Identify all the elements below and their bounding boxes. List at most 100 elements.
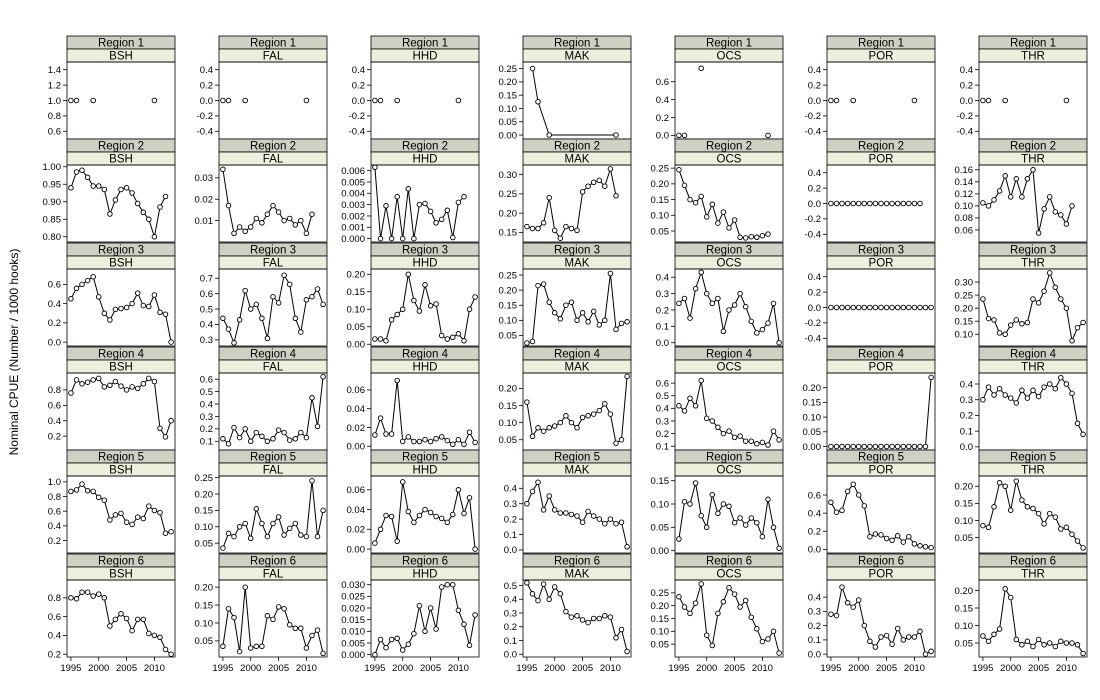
data-point	[872, 304, 879, 311]
data-point	[889, 641, 895, 647]
y-tick-label: 0.05	[347, 322, 366, 333]
data-point	[613, 635, 619, 641]
data-point	[535, 282, 541, 289]
data-point	[1052, 209, 1059, 215]
y-tick-label: 0.2	[504, 514, 517, 525]
data-point	[101, 310, 108, 317]
data-point	[372, 432, 378, 438]
data-point	[79, 481, 85, 487]
data-point	[715, 610, 721, 617]
panel-frame	[522, 475, 632, 554]
data-point	[84, 589, 91, 595]
data-point	[726, 307, 732, 313]
x-tick-label: 2005	[420, 663, 441, 674]
data-point	[726, 428, 732, 434]
data-point	[996, 330, 1003, 336]
data-point	[129, 190, 135, 196]
data-point	[377, 415, 384, 421]
data-point	[731, 302, 738, 308]
strip-region-label: Region 6	[1010, 556, 1056, 568]
panel-frame	[674, 475, 784, 554]
y-tick-label: 0.020	[341, 603, 365, 614]
data-point	[850, 443, 856, 450]
y-tick-label: 0.04	[347, 404, 366, 415]
data-point	[157, 509, 163, 516]
y-tick-label: 0.10	[803, 412, 822, 423]
panel-frame	[370, 61, 480, 140]
data-point	[129, 384, 135, 390]
data-point	[1074, 420, 1081, 427]
data-point	[850, 97, 856, 104]
data-point	[535, 425, 541, 431]
data-point	[906, 634, 912, 640]
panel-frame	[370, 164, 480, 243]
y-tick-label: 0.0	[960, 442, 973, 453]
data-point	[220, 436, 226, 442]
data-point	[231, 340, 237, 346]
data-point	[416, 438, 423, 445]
y-tick-label: 0.0	[656, 131, 669, 142]
strip-species-label: MAK	[565, 465, 590, 477]
data-point	[861, 304, 868, 311]
data-point	[529, 225, 536, 232]
y-tick-label: 0.15	[955, 499, 974, 510]
data-point	[90, 488, 96, 495]
y-tick-label: -0.2	[349, 111, 365, 122]
y-tick-label: 0.0	[200, 96, 213, 107]
data-point	[833, 200, 840, 207]
x-tick-label: 2000	[848, 663, 869, 674]
y-tick-label: 0.80	[43, 232, 62, 243]
data-point	[1074, 642, 1081, 648]
data-point	[466, 642, 473, 649]
data-point	[681, 182, 688, 189]
strip-region-label: Region 4	[402, 349, 449, 361]
y-tick-label: 0.4	[808, 508, 821, 519]
data-point	[1035, 636, 1042, 643]
y-tick-label: 0.4	[504, 484, 517, 495]
data-point	[698, 512, 704, 519]
data-point	[928, 544, 934, 551]
y-tick-label: 0.04	[347, 505, 366, 516]
data-point	[703, 632, 710, 638]
data-point	[985, 384, 992, 390]
data-point	[844, 600, 851, 606]
data-point	[709, 300, 716, 307]
panel-frame	[66, 268, 176, 347]
data-point	[687, 315, 693, 321]
strip-region-label: Region 2	[858, 141, 904, 153]
x-tick-label: 2000	[88, 663, 109, 674]
data-point	[850, 481, 856, 487]
data-point	[602, 317, 608, 324]
data-point	[73, 596, 80, 602]
data-point	[579, 414, 586, 421]
data-point	[259, 433, 265, 440]
data-point	[883, 632, 890, 639]
data-point	[405, 434, 412, 440]
data-point	[151, 507, 158, 514]
data-point	[765, 442, 771, 448]
data-point	[281, 217, 287, 224]
y-tick-label: -0.4	[805, 230, 821, 241]
data-point	[281, 429, 287, 436]
data-point	[839, 584, 845, 590]
data-point	[168, 528, 174, 535]
strip-region-label: Region 6	[98, 556, 144, 568]
data-point	[681, 295, 688, 302]
data-point	[906, 200, 912, 207]
y-tick-label: 0.4	[808, 168, 821, 179]
y-tick-label: 0.003	[341, 200, 365, 211]
data-point	[1069, 640, 1075, 646]
data-point	[980, 200, 986, 206]
data-point	[383, 644, 389, 651]
strip-species-label: FAL	[263, 154, 284, 166]
data-point	[1019, 194, 1025, 200]
y-tick-label: -0.4	[197, 127, 213, 138]
x-tick-label: 2005	[268, 663, 289, 674]
y-tick-label: 0.15	[651, 476, 670, 487]
data-point	[151, 234, 158, 240]
y-tick-label: 0.10	[651, 211, 670, 222]
data-point	[231, 533, 237, 540]
data-point	[551, 423, 558, 429]
data-point	[922, 304, 929, 311]
